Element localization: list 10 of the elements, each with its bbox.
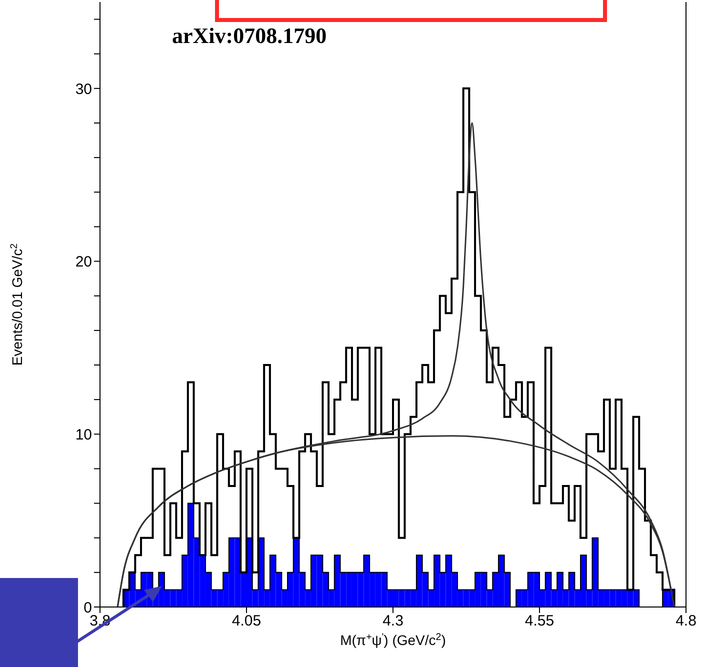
x-tick-label: 4.05 — [232, 612, 262, 630]
x-tick-label: 4.8 — [676, 612, 696, 630]
x-axis-title: M(π$^{+}$ψ$^{'}$) (GeV/c$^{2}$) — [340, 632, 446, 648]
y-tick-label: 10 — [75, 426, 92, 444]
y-tick-label: 0 — [84, 599, 92, 616]
annotation: arXiv:0708.1790 — [172, 23, 327, 49]
x-tick-label: 4.3 — [382, 612, 404, 630]
y-tick-label: 30 — [75, 80, 92, 98]
y-tick-label: 20 — [75, 254, 92, 271]
x-tick-label: 4.55 — [524, 612, 554, 630]
